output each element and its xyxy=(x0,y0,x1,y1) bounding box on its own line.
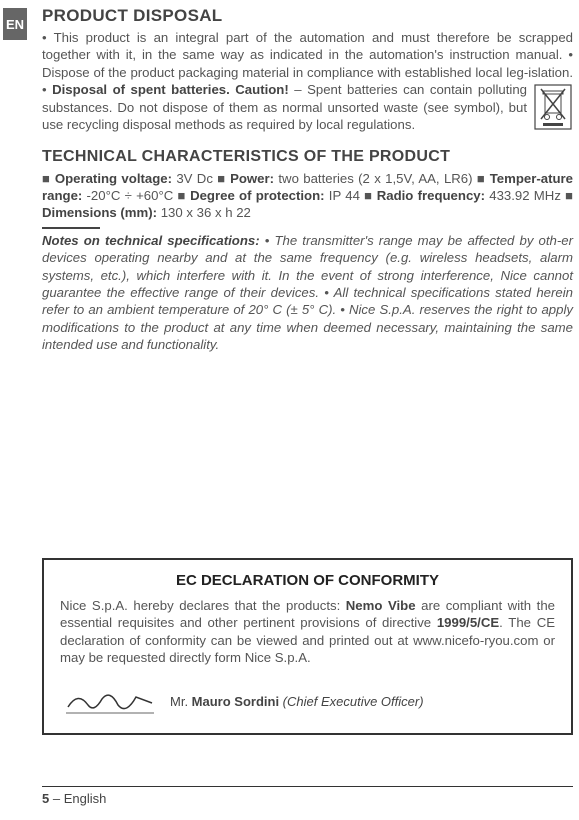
notes-lead: Notes on technical specifications: xyxy=(42,233,265,248)
ec-directive: 1999/5/CE xyxy=(437,615,499,630)
spec-pw-val: two batteries (2 x 1,5V, AA, LR6) xyxy=(274,171,477,186)
spec-op-val: 3V Dc xyxy=(172,171,217,186)
language-tab: EN xyxy=(3,8,27,40)
spec-dim-label: Dimensions (mm): xyxy=(42,205,157,220)
disposal-paragraph: • This product is an integral part of th… xyxy=(42,29,573,134)
footer-lang: – English xyxy=(49,791,106,806)
signatory: Mr. Mauro Sordini (Chief Executive Offic… xyxy=(170,694,424,709)
main-content: PRODUCT DISPOSAL • This product is an in… xyxy=(42,6,573,354)
spec-tmp-val: -20°C ÷ +60°C xyxy=(82,188,177,203)
waste-bin-icon xyxy=(533,83,573,131)
notes-paragraph: Notes on technical specifications: • The… xyxy=(42,232,573,354)
ec-title: EC DECLARATION OF CONFORMITY xyxy=(60,572,555,589)
disposal-heading: PRODUCT DISPOSAL xyxy=(42,6,573,26)
language-code: EN xyxy=(6,17,24,32)
spec-rf-val: 433.92 MHz xyxy=(485,188,565,203)
sig-role: (Chief Executive Officer) xyxy=(279,694,424,709)
sig-prefix: Mr. xyxy=(170,694,192,709)
sig-name: Mauro Sordini xyxy=(192,694,279,709)
notes-body: • The transmitter's range may be affecte… xyxy=(42,233,573,353)
spec-rf-label: Radio frequency: xyxy=(377,188,485,203)
ec-declaration-box: EC DECLARATION OF CONFORMITY Nice S.p.A.… xyxy=(42,558,573,735)
spec-op-label: Operating voltage: xyxy=(55,171,172,186)
signature-icon xyxy=(60,685,160,719)
spec-deg-val: IP 44 xyxy=(325,188,365,203)
spec-deg-label: Degree of protection: xyxy=(190,188,324,203)
disposal-caution: Disposal of spent batteries. Caution! xyxy=(52,82,289,97)
spec-pw-label: Power: xyxy=(230,171,274,186)
signature-row: Mr. Mauro Sordini (Chief Executive Offic… xyxy=(60,685,555,719)
ec-text-a: Nice S.p.A. hereby declares that the pro… xyxy=(60,598,346,613)
spec-dim-val: 130 x 36 x h 22 xyxy=(157,205,251,220)
divider xyxy=(42,227,100,229)
ec-body: Nice S.p.A. hereby declares that the pro… xyxy=(60,597,555,667)
tech-heading: TECHNICAL CHARACTERISTICS OF THE PRODUCT xyxy=(42,148,573,166)
page-footer: 5 – English xyxy=(42,786,573,806)
ec-product: Nemo Vibe xyxy=(346,598,416,613)
tech-specs: ■ Operating voltage: 3V Dc ■ Power: two … xyxy=(42,170,573,222)
